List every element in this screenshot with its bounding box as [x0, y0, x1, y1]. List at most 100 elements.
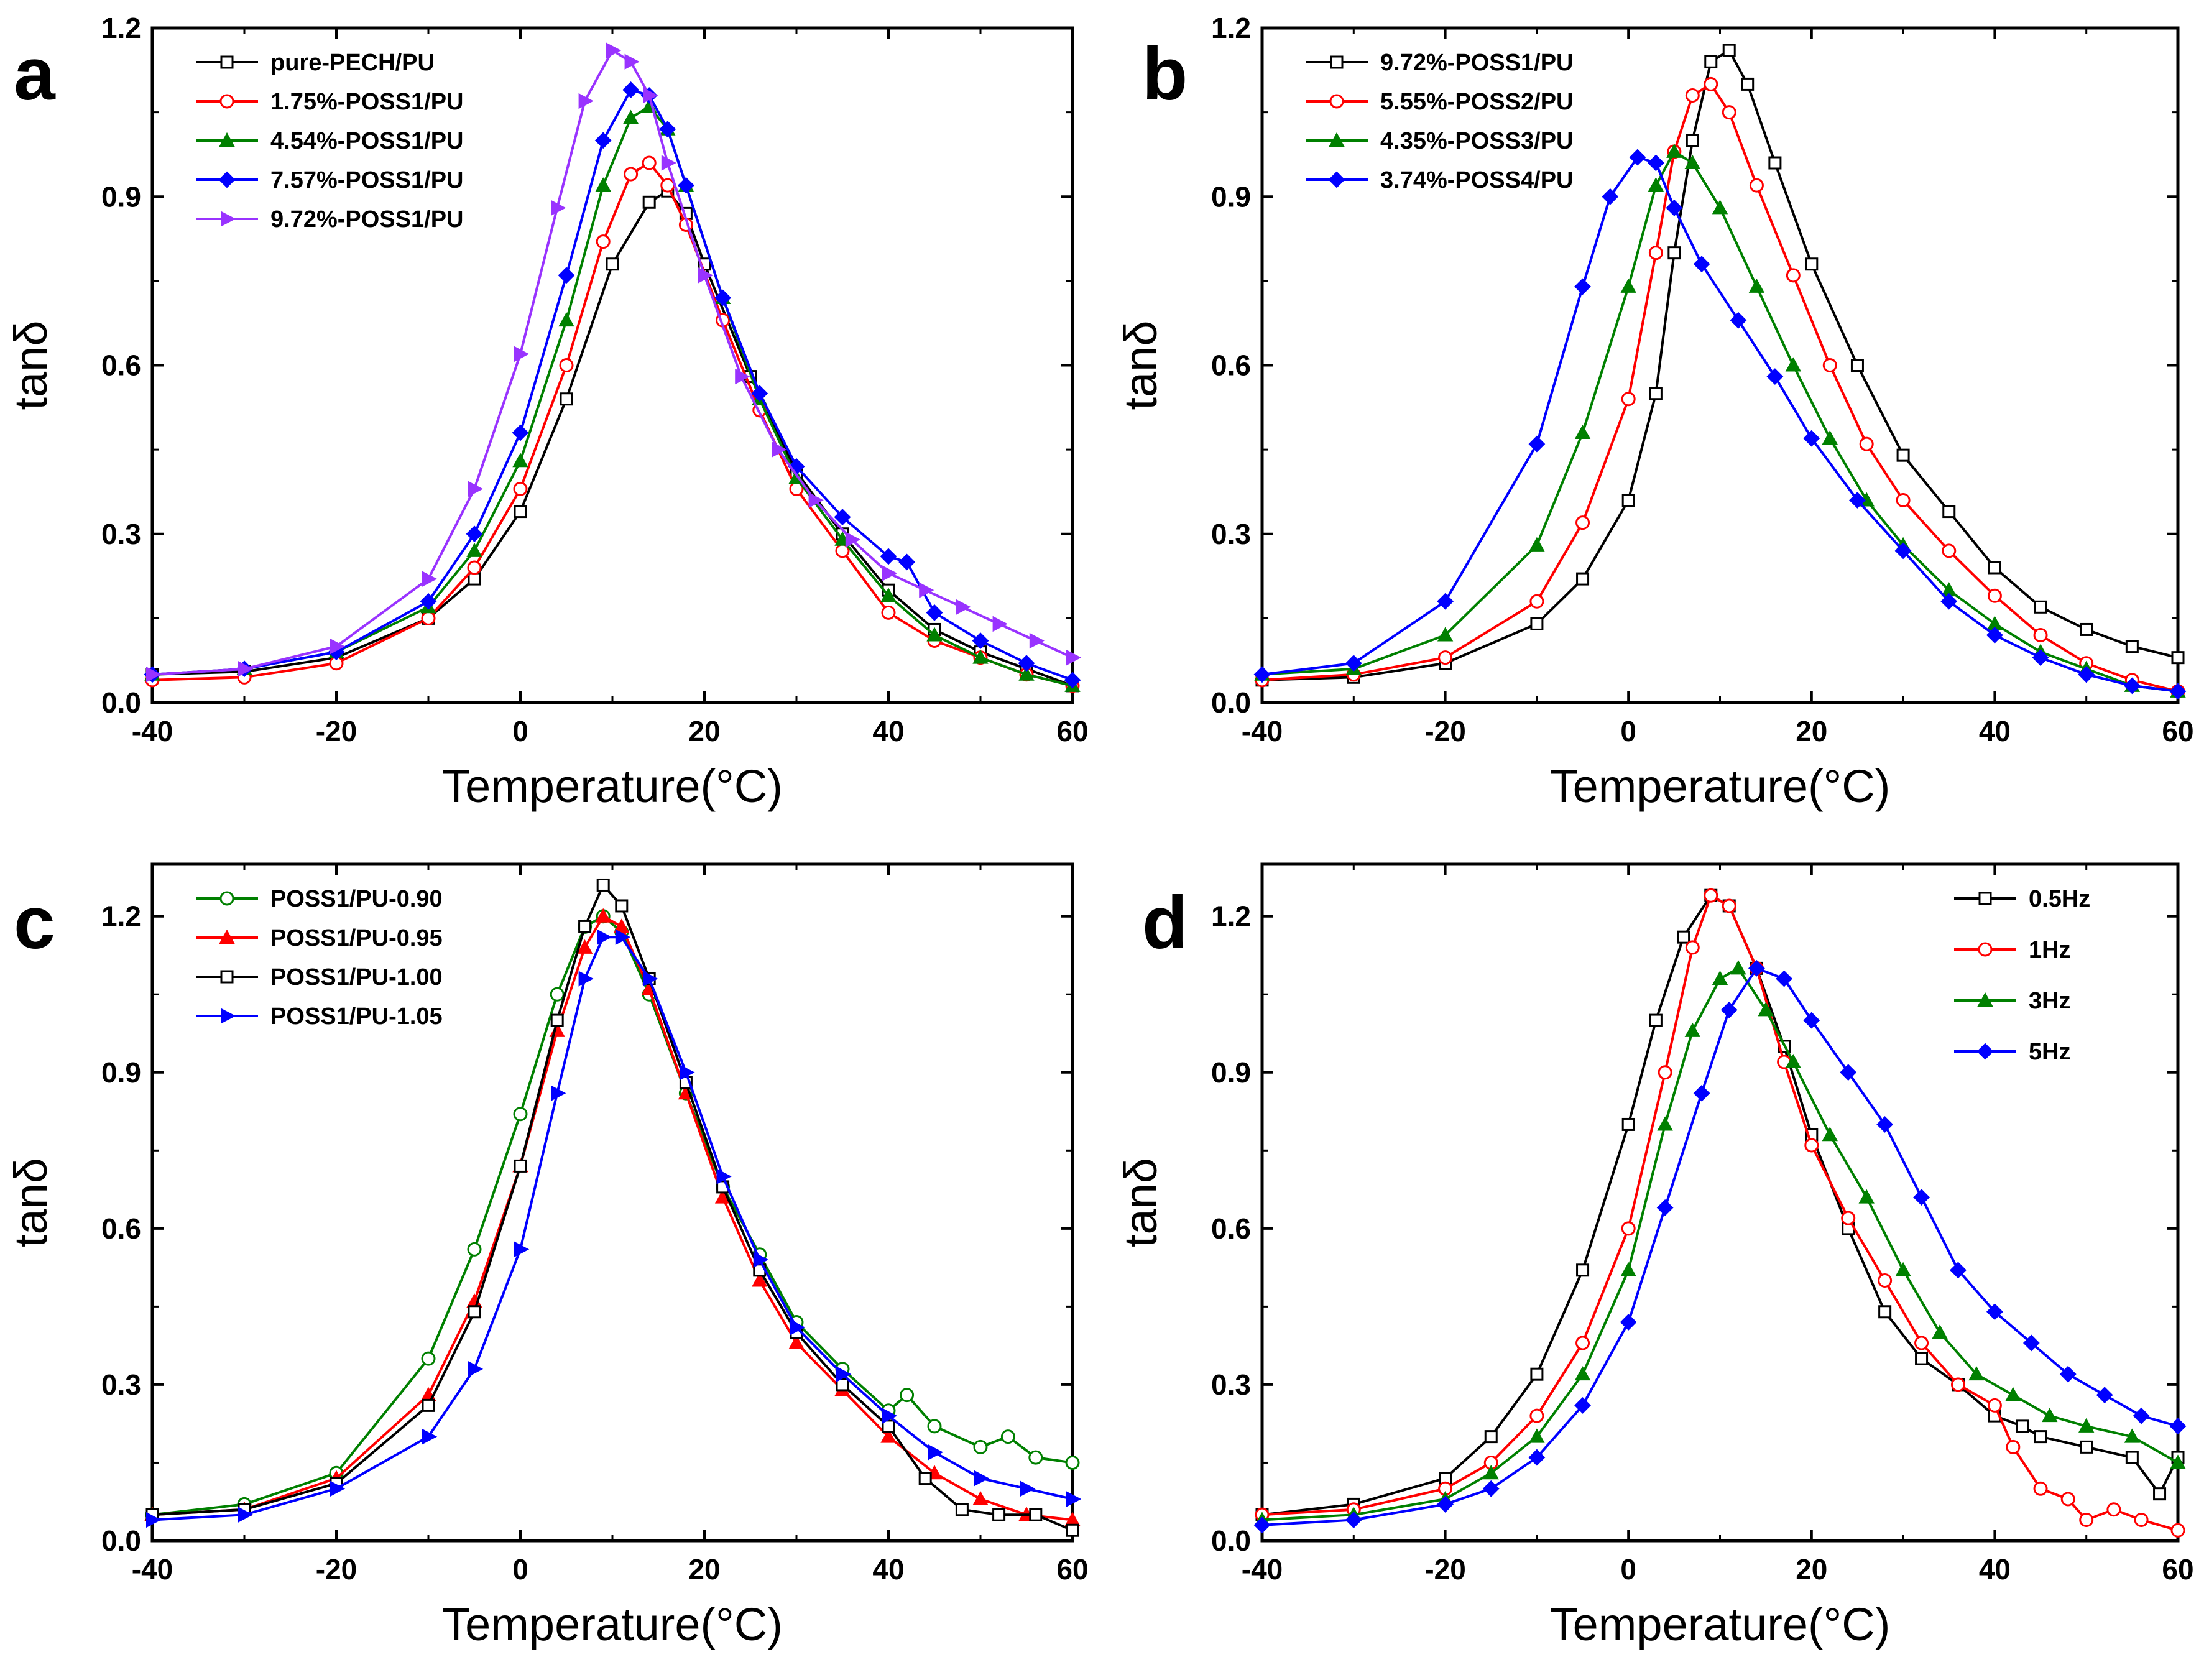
data-point — [2169, 683, 2187, 700]
data-point — [1000, 1429, 1015, 1444]
data-point — [1028, 1450, 1043, 1465]
data-point — [1065, 1455, 1080, 1470]
legend-label: 0.5Hz — [2029, 886, 2090, 912]
data-point — [578, 920, 592, 933]
data-point — [1840, 1064, 1857, 1081]
y-tick-label: 0.6 — [1211, 349, 1251, 382]
data-point — [1693, 256, 1710, 273]
data-point — [558, 312, 574, 327]
data-point — [1029, 1508, 1043, 1521]
series-2 — [1255, 888, 2185, 1538]
data-point — [1986, 1303, 2003, 1321]
data-point — [466, 542, 482, 557]
data-point — [1621, 1221, 1636, 1236]
legend-label: 7.57%-POSS1/PU — [270, 167, 463, 193]
data-point — [466, 525, 483, 543]
data-point — [1253, 1516, 1271, 1534]
data-point — [514, 1159, 527, 1173]
data-point — [927, 1419, 942, 1434]
x-tick-label: 60 — [1056, 715, 1088, 747]
data-point — [1822, 430, 1838, 445]
data-point — [1018, 666, 1035, 681]
data-point — [926, 627, 943, 642]
legend: 9.72%-POSS1/PU 5.55%-POSS2/PU 4.35%-POSS3/… — [1306, 50, 1573, 193]
data-point — [578, 93, 594, 109]
panel-letter: d — [1142, 881, 1188, 964]
data-point — [1066, 650, 1082, 666]
x-axis-title: Temperature(°C) — [1550, 760, 1891, 812]
data-point — [1704, 888, 1718, 903]
y-tick-label: 0.3 — [1211, 1368, 1251, 1401]
x-axis-title: Temperature(°C) — [442, 760, 783, 812]
data-point — [1913, 1189, 1930, 1206]
data-point — [468, 1305, 481, 1319]
data-point — [1986, 627, 2003, 644]
x-tick-label: -40 — [132, 715, 173, 747]
data-point — [615, 899, 629, 913]
data-point — [330, 638, 346, 655]
data-point — [2006, 1439, 2021, 1454]
x-tick-label: 20 — [688, 1553, 720, 1585]
data-point — [1805, 257, 1819, 271]
data-point — [880, 588, 897, 602]
data-point — [1620, 278, 1636, 293]
legend-marker — [1328, 171, 1345, 188]
data-point — [2042, 1408, 2058, 1423]
data-point — [330, 1480, 346, 1497]
data-point — [1029, 632, 1045, 649]
legend-marker — [219, 929, 235, 944]
x-tick-label: 0 — [1620, 1553, 1636, 1585]
data-point — [1657, 1116, 1673, 1131]
legend-label: pure-PECH/PU — [270, 50, 435, 76]
data-point — [606, 42, 622, 58]
data-point — [1878, 1305, 1892, 1319]
data-point — [772, 441, 787, 458]
data-point — [1942, 543, 1957, 558]
series-5 — [146, 42, 1082, 683]
x-tick-label: -20 — [1424, 715, 1465, 747]
data-point — [1656, 1199, 1674, 1216]
data-point — [1647, 154, 1664, 172]
data-point — [2033, 1481, 2048, 1496]
data-point — [1437, 593, 1454, 610]
data-point — [1822, 1127, 1838, 1142]
data-point — [2034, 600, 2047, 614]
legend-label: POSS1/PU-0.95 — [270, 925, 443, 951]
legend-label: 4.54%-POSS1/PU — [270, 128, 463, 154]
data-point — [642, 155, 657, 170]
series-line — [152, 882, 1073, 1532]
data-point — [677, 177, 694, 194]
data-point — [1704, 76, 1718, 91]
data-point — [659, 121, 676, 138]
data-point — [661, 155, 676, 171]
data-point — [2033, 628, 2048, 642]
data-point — [1483, 1465, 1499, 1480]
x-tick-label: 60 — [2162, 1553, 2193, 1585]
data-point — [2022, 1334, 2040, 1352]
data-point — [1785, 1053, 1802, 1069]
data-point — [1530, 1367, 1544, 1381]
data-point — [2171, 651, 2185, 665]
y-axis-title: tanδ — [5, 320, 57, 410]
legend-label: 5.55%-POSS2/PU — [1380, 89, 1573, 115]
x-tick-label: 20 — [1796, 715, 1827, 747]
data-point — [1629, 149, 1646, 166]
x-tick-label: -40 — [132, 1553, 173, 1585]
data-point — [421, 1351, 436, 1366]
data-point — [898, 553, 916, 571]
legend-marker — [220, 970, 234, 984]
x-tick-label: 60 — [1056, 1553, 1088, 1585]
data-point — [2078, 1418, 2095, 1433]
data-point — [1648, 177, 1664, 192]
x-tick-label: -20 — [316, 1553, 357, 1585]
data-point — [596, 234, 611, 249]
data-point — [1345, 655, 1362, 672]
legend-label: 9.72%-POSS1/PU — [270, 206, 463, 233]
y-tick-label: 1.2 — [101, 900, 141, 933]
data-point — [1437, 627, 1454, 642]
panel-letter: a — [14, 32, 56, 116]
data-point — [422, 571, 438, 587]
data-point — [2125, 640, 2139, 653]
data-point — [926, 604, 943, 621]
data-point — [1693, 1084, 1710, 1102]
